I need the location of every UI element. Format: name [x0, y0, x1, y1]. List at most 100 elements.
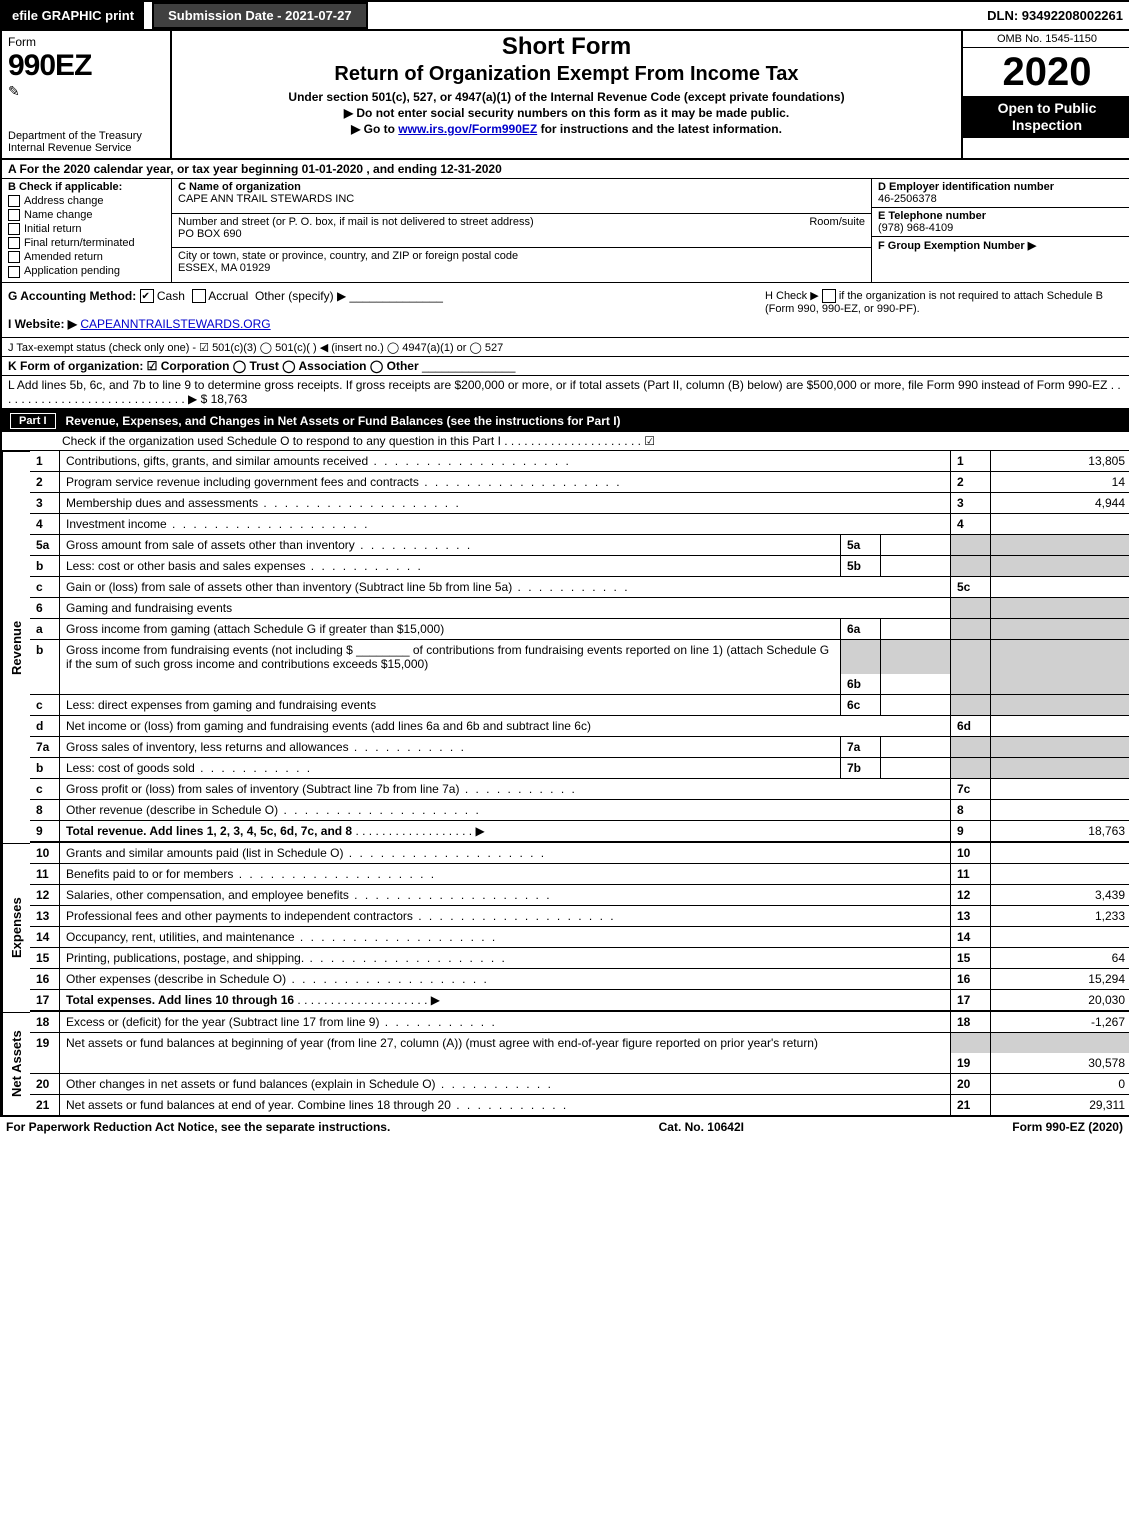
- opt-initial-return: Initial return: [24, 223, 81, 235]
- ln21-desc: Net assets or fund balances at end of ye…: [60, 1095, 951, 1115]
- ln14-desc: Occupancy, rent, utilities, and maintena…: [60, 927, 951, 948]
- ln6d-desc: Net income or (loss) from gaming and fun…: [60, 716, 951, 737]
- efile-print-label[interactable]: efile GRAPHIC print: [2, 2, 144, 29]
- ein-value: 46-2506378: [878, 193, 937, 205]
- checkbox-amended-return[interactable]: [8, 251, 20, 263]
- ln15-desc: Printing, publications, postage, and shi…: [60, 948, 951, 969]
- ln20-num: 20: [30, 1074, 60, 1095]
- ln2-val: 14: [991, 472, 1129, 493]
- ln10-ref: 10: [951, 843, 991, 864]
- ln7a-grey: [951, 737, 991, 758]
- ln19-num: 19: [30, 1033, 60, 1074]
- roomsuite-label: Room/suite: [809, 216, 865, 228]
- checkbox-initial-return[interactable]: [8, 223, 20, 235]
- ln3-val: 4,944: [991, 493, 1129, 514]
- city-label: City or town, state or province, country…: [178, 250, 518, 262]
- ln6-desc: Gaming and fundraising events: [60, 598, 951, 619]
- ln18-desc: Excess or (deficit) for the year (Subtra…: [60, 1012, 951, 1033]
- ln10-num: 10: [30, 843, 60, 864]
- ln7c-val: [991, 779, 1129, 800]
- ln5c-val: [991, 577, 1129, 598]
- part1-badge: Part I: [10, 413, 56, 429]
- ln6-grey2: [991, 598, 1129, 619]
- ln7c-num: c: [30, 779, 60, 800]
- checkbox-application-pending[interactable]: [8, 266, 20, 278]
- ln13-num: 13: [30, 906, 60, 927]
- accounting-row: G Accounting Method: Cash Accrual Other …: [2, 283, 1129, 339]
- telephone-value: (978) 968-4109: [878, 222, 953, 234]
- opt-accrual: Accrual: [208, 289, 248, 303]
- section-b-label: B Check if applicable:: [8, 181, 165, 193]
- checkbox-cash[interactable]: [140, 289, 154, 303]
- form-title: Short Form: [178, 33, 955, 61]
- opt-address-change: Address change: [24, 195, 104, 207]
- ln6b-grey2: [991, 640, 1129, 674]
- ln6a-num: a: [30, 619, 60, 640]
- website-link[interactable]: CAPEANNTRAILSTEWARDS.ORG: [80, 317, 270, 331]
- ln1-desc: Contributions, gifts, grants, and simila…: [60, 451, 951, 472]
- ln5c-desc: Gain or (loss) from sale of assets other…: [60, 577, 951, 598]
- section-j-text: J Tax-exempt status (check only one) - ☑…: [8, 342, 503, 354]
- ln5b-desc: Less: cost or other basis and sales expe…: [60, 556, 841, 577]
- ln19-spacer: [60, 1053, 951, 1074]
- ln4-val: [991, 514, 1129, 535]
- ln11-val: [991, 864, 1129, 885]
- open-to-public-label: Open to Public Inspection: [963, 96, 1129, 138]
- ln6a-grey: [951, 619, 991, 640]
- ln6c-grey: [951, 695, 991, 716]
- ln7a-desc: Gross sales of inventory, less returns a…: [60, 737, 841, 758]
- ln6b-greymid2: [881, 640, 951, 674]
- section-k-text: K Form of organization: ☑ Corporation ◯ …: [8, 359, 419, 373]
- part1-title: Revenue, Expenses, and Changes in Net As…: [66, 414, 621, 428]
- footer-right: Form 990-EZ (2020): [1012, 1120, 1123, 1134]
- ln5a-grey: [951, 535, 991, 556]
- ln5a-grey2: [991, 535, 1129, 556]
- ln13-ref: 13: [951, 906, 991, 927]
- opt-other: Other (specify) ▶: [255, 289, 346, 303]
- checkbox-name-change[interactable]: [8, 209, 20, 221]
- ln6b-mid: 6b: [841, 674, 881, 695]
- ln6a-midval: [881, 619, 951, 640]
- ln3-num: 3: [30, 493, 60, 514]
- ln15-val: 64: [991, 948, 1129, 969]
- ln7b-grey: [951, 758, 991, 779]
- ln8-ref: 8: [951, 800, 991, 821]
- ln14-ref: 14: [951, 927, 991, 948]
- checkbox-accrual[interactable]: [192, 289, 206, 303]
- ssn-warning: ▶ Do not enter social security numbers o…: [178, 106, 955, 120]
- ln6c-num: c: [30, 695, 60, 716]
- ln7b-num: b: [30, 758, 60, 779]
- checkbox-address-change[interactable]: [8, 195, 20, 207]
- section-f-label: F Group Exemption Number ▶: [878, 240, 1036, 252]
- ln7b-midval: [881, 758, 951, 779]
- section-c-label: C Name of organization: [178, 181, 301, 193]
- ln20-val: 0: [991, 1074, 1129, 1095]
- ln5b-midval: [881, 556, 951, 577]
- ln7b-grey2: [991, 758, 1129, 779]
- ln5a-num: 5a: [30, 535, 60, 556]
- ln3-ref: 3: [951, 493, 991, 514]
- part1-header: Part I Revenue, Expenses, and Changes in…: [2, 410, 1129, 432]
- checkbox-final-return[interactable]: [8, 237, 20, 249]
- ln5c-ref: 5c: [951, 577, 991, 598]
- ln9-desc: Total revenue. Add lines 1, 2, 3, 4, 5c,…: [60, 821, 951, 843]
- ln1-ref: 1: [951, 451, 991, 472]
- ln1-num: 1: [30, 451, 60, 472]
- ln6a-mid: 6a: [841, 619, 881, 640]
- ln12-ref: 12: [951, 885, 991, 906]
- ln6d-num: d: [30, 716, 60, 737]
- irs-link[interactable]: www.irs.gov/Form990EZ: [398, 122, 537, 136]
- org-address: PO BOX 690: [178, 228, 242, 240]
- ln17-desc: Total expenses. Add lines 10 through 16 …: [60, 990, 951, 1012]
- expenses-side-label: Expenses: [2, 843, 30, 1012]
- checkbox-schedule-b[interactable]: [822, 289, 836, 303]
- ln14-val: [991, 927, 1129, 948]
- ln10-val: [991, 843, 1129, 864]
- ln15-num: 15: [30, 948, 60, 969]
- department-label: Department of the Treasury: [8, 130, 164, 142]
- ln14-num: 14: [30, 927, 60, 948]
- ln7b-desc: Less: cost of goods sold: [60, 758, 841, 779]
- ln11-num: 11: [30, 864, 60, 885]
- ln2-ref: 2: [951, 472, 991, 493]
- section-h-prefix: H Check ▶: [765, 290, 822, 302]
